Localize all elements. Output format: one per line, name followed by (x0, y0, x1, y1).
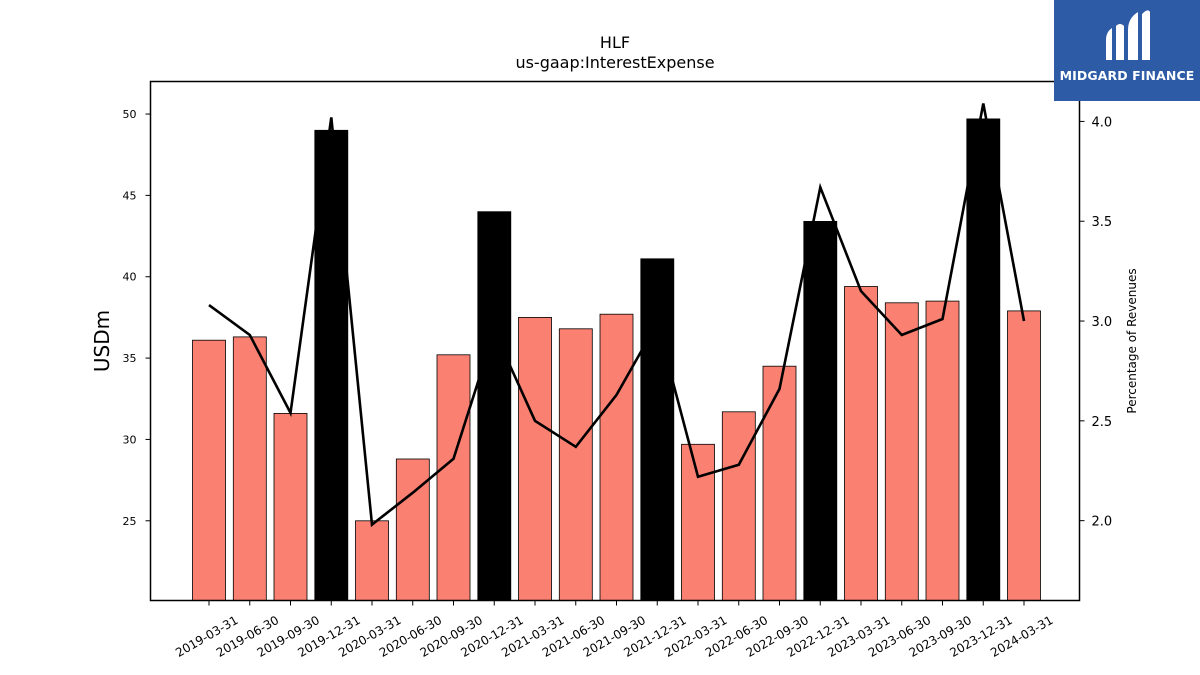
y-tick-label: 25 (123, 515, 137, 528)
bar-2021-09-30 (599, 313, 634, 601)
bars-group (192, 118, 1041, 601)
y-tick-label: 30 (123, 433, 137, 446)
y-tick-label: 40 (123, 271, 137, 284)
percentage-line (208, 103, 1026, 528)
bar-2023-06-30 (884, 302, 919, 601)
bar-2023-03-31 (844, 286, 878, 601)
y2-axis: 2.0 2.5 3.0 3.5 4.0 (1079, 115, 1113, 530)
x-axis: 2019-03-312019-06-302019-09-302019-12-31… (173, 600, 1056, 660)
bar-2024-03-31 (1007, 310, 1041, 601)
bar-2022-09-30 (762, 365, 797, 601)
bar-2022-06-30 (721, 411, 756, 601)
y-tick-label: 50 (123, 108, 137, 121)
y-tick-label: 35 (123, 352, 137, 365)
y2-tick-label: 2.5 (1092, 415, 1113, 430)
bar-2022-12-31 (803, 220, 838, 601)
plot-frame (149, 80, 1081, 602)
bar-2021-03-31 (518, 316, 552, 601)
bar-2020-06-30 (395, 458, 430, 601)
bar-2022-03-31 (681, 443, 715, 601)
bar-2019-06-30 (232, 336, 267, 601)
logo-mark-icon (1106, 10, 1150, 60)
y2-tick-label: 4.0 (1092, 115, 1113, 130)
bar-2023-12-31 (966, 118, 1001, 601)
y2-tick-label: 3.5 (1092, 215, 1113, 230)
chart-title: HLF (600, 33, 630, 52)
y2-axis-label: Percentage of Revenues (1125, 268, 1139, 413)
brand-logo: MIDGARD FINANCE (1054, 0, 1200, 101)
y-axis-label: USDm (90, 310, 114, 372)
bar-2019-09-30 (273, 412, 308, 601)
chart-subtitle: us-gaap:InterestExpense (515, 53, 714, 72)
bar-2020-12-31 (477, 211, 512, 601)
y-tick-label: 45 (123, 189, 137, 202)
bar-2023-09-30 (925, 300, 960, 601)
bar-2020-09-30 (436, 354, 471, 601)
bar-2021-06-30 (558, 328, 593, 601)
line-group (208, 103, 1026, 528)
y2-tick-label: 3.0 (1092, 315, 1113, 330)
bar-2020-03-31 (355, 520, 389, 601)
bar-2019-03-31 (192, 339, 226, 601)
bar-2019-12-31 (314, 129, 349, 601)
y-axis: 25 30 35 40 45 50 (123, 108, 151, 528)
y2-tick-label: 2.0 (1092, 515, 1113, 530)
logo-text: MIDGARD FINANCE (1059, 68, 1195, 83)
bar-2021-12-31 (640, 258, 675, 601)
